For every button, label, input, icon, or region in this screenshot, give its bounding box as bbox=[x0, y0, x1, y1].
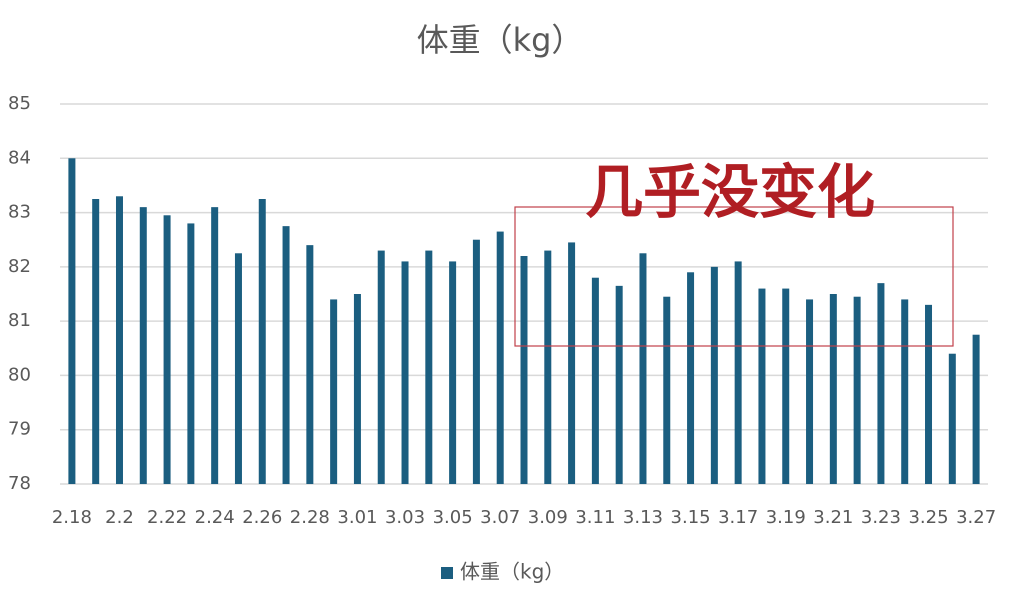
bar bbox=[829, 294, 837, 484]
x-tick-label: 3.13 bbox=[623, 507, 663, 528]
bar bbox=[306, 245, 314, 484]
x-tick-label: 2.26 bbox=[242, 507, 282, 528]
x-tick-label: 2.28 bbox=[290, 507, 330, 528]
x-tick-label: 3.27 bbox=[956, 507, 996, 528]
bar bbox=[901, 299, 909, 484]
bar bbox=[758, 288, 766, 484]
y-tick-label: 83 bbox=[8, 202, 31, 223]
bar bbox=[163, 215, 171, 485]
x-tick-label: 3.15 bbox=[671, 507, 711, 528]
bar bbox=[472, 239, 480, 484]
bar bbox=[496, 231, 504, 484]
x-tick-label: 3.05 bbox=[433, 507, 473, 528]
y-tick-label: 82 bbox=[8, 256, 31, 277]
bar bbox=[568, 242, 576, 484]
x-tick-label: 3.23 bbox=[861, 507, 901, 528]
bar bbox=[948, 353, 956, 484]
x-tick-label: 3.17 bbox=[718, 507, 758, 528]
bar bbox=[734, 261, 742, 484]
bar bbox=[663, 296, 671, 484]
bar bbox=[92, 199, 100, 484]
bar bbox=[615, 285, 623, 484]
chart-title: 体重（kg） bbox=[417, 21, 584, 59]
x-tick-label: 3.09 bbox=[528, 507, 568, 528]
annotation: 几乎没变化 bbox=[585, 158, 875, 226]
bar bbox=[377, 250, 385, 484]
x-tick-label: 3.07 bbox=[480, 507, 520, 528]
bar bbox=[972, 334, 980, 484]
bar bbox=[925, 304, 933, 484]
bar bbox=[68, 158, 76, 485]
y-tick-label: 84 bbox=[8, 147, 31, 168]
bar bbox=[806, 299, 814, 484]
x-tick-label: 3.01 bbox=[337, 507, 377, 528]
y-tick-label: 80 bbox=[8, 364, 31, 385]
bar bbox=[234, 253, 242, 484]
bar bbox=[401, 261, 409, 484]
x-tick-label: 3.21 bbox=[813, 507, 853, 528]
bar bbox=[425, 250, 433, 484]
bar bbox=[139, 207, 147, 484]
x-tick-label: 2.2 bbox=[105, 507, 134, 528]
bar bbox=[187, 223, 195, 484]
y-tick-label: 85 bbox=[8, 93, 31, 114]
x-tick-label: 2.22 bbox=[147, 507, 187, 528]
x-tick-label: 3.11 bbox=[575, 507, 615, 528]
x-tick-label: 2.18 bbox=[52, 507, 92, 528]
bar bbox=[330, 299, 338, 484]
bar bbox=[687, 272, 695, 484]
bar bbox=[710, 266, 718, 484]
x-tick-label: 3.25 bbox=[908, 507, 948, 528]
bar bbox=[449, 261, 457, 484]
x-tick-label: 2.24 bbox=[195, 507, 235, 528]
bar bbox=[520, 256, 528, 484]
highlight-box bbox=[514, 206, 954, 347]
x-tick-label: 3.03 bbox=[385, 507, 425, 528]
bar bbox=[258, 199, 266, 484]
y-tick-label: 79 bbox=[8, 419, 31, 440]
bar bbox=[877, 283, 885, 484]
bar bbox=[282, 226, 290, 484]
bar bbox=[544, 250, 552, 484]
legend-label: 体重（kg） bbox=[460, 560, 564, 584]
legend-swatch bbox=[441, 567, 453, 579]
y-tick-label: 78 bbox=[8, 473, 31, 494]
bar bbox=[115, 196, 123, 485]
bar bbox=[639, 253, 647, 484]
bar bbox=[853, 296, 861, 484]
bar bbox=[211, 207, 219, 484]
y-tick-label: 81 bbox=[8, 310, 31, 331]
bar bbox=[782, 288, 790, 484]
bar bbox=[591, 277, 599, 484]
bar bbox=[353, 294, 361, 484]
x-tick-label: 3.19 bbox=[766, 507, 806, 528]
